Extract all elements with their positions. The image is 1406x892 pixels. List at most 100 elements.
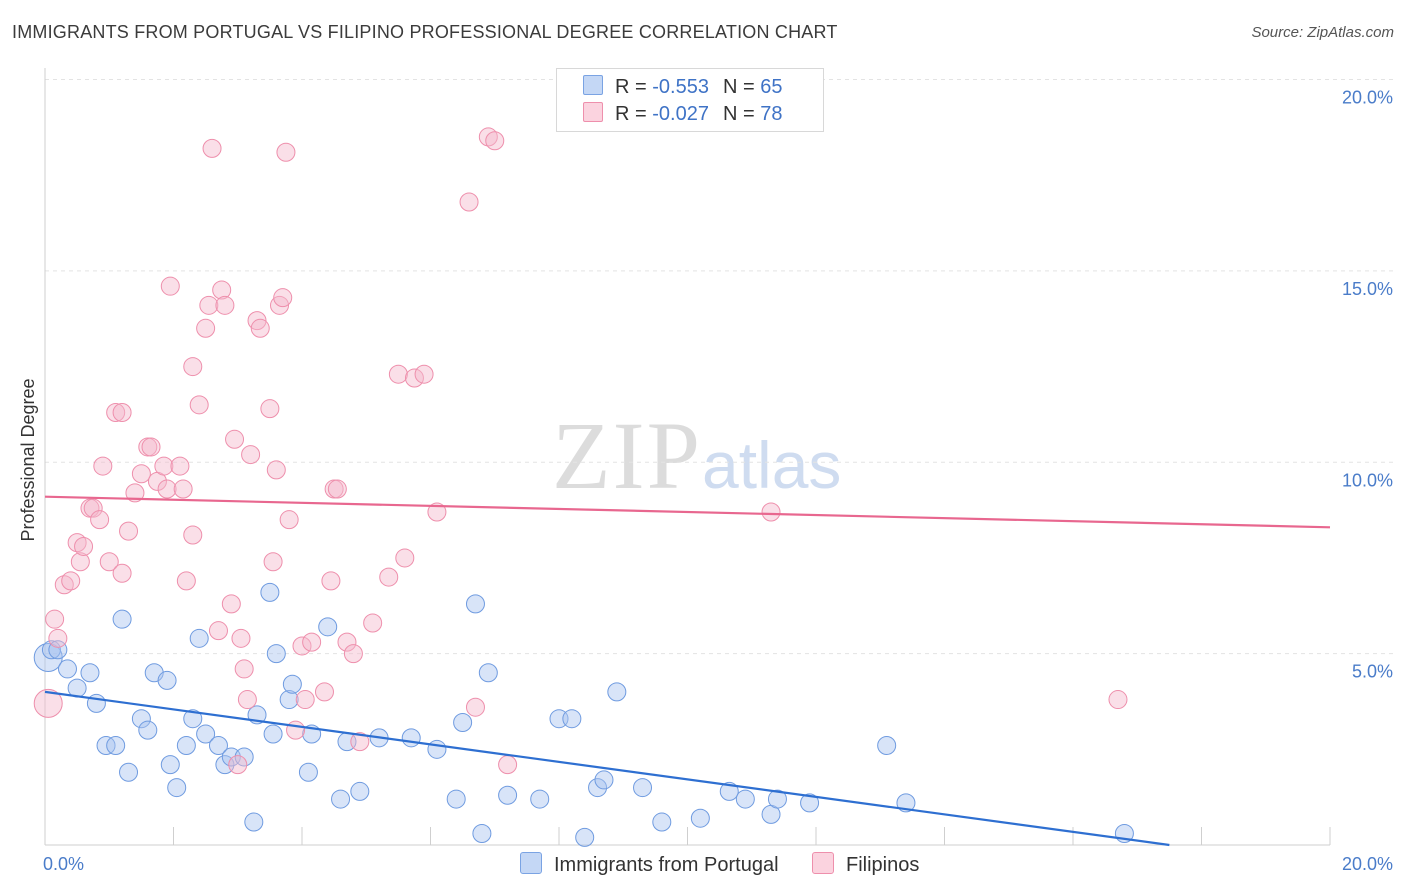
- portugal-point: [767, 789, 787, 809]
- filipino-point: [48, 628, 68, 648]
- legend-n-label: N =: [722, 103, 761, 125]
- filipino-point: [363, 613, 383, 633]
- filipino-point: [70, 552, 90, 572]
- filipino-point: [90, 510, 110, 530]
- portugal-point: [562, 709, 582, 729]
- filipino-point: [260, 399, 280, 419]
- filipino-point: [388, 364, 408, 384]
- filipino-point: [112, 563, 132, 583]
- portugal-point: [176, 735, 196, 755]
- portugal-point: [266, 644, 286, 664]
- portugal-point: [138, 720, 158, 740]
- filipino-point: [131, 464, 151, 484]
- filipino-point: [485, 131, 505, 151]
- filipino-point: [379, 567, 399, 587]
- legend-label-portugal: Immigrants from Portugal: [554, 854, 779, 876]
- filipino-point: [395, 548, 415, 568]
- filipino-point: [237, 690, 257, 710]
- filipino-point: [225, 429, 245, 449]
- legend-swatch-portugal: [583, 75, 603, 95]
- filipino-point: [112, 402, 132, 422]
- filipino-point: [459, 192, 479, 212]
- portugal-point: [446, 789, 466, 809]
- y-tick-label: 20.0%: [1342, 88, 1393, 108]
- filipino-point: [160, 276, 180, 296]
- filipino-point: [61, 571, 81, 591]
- legend-swatch-filipinos: [812, 852, 834, 874]
- filipino-point: [247, 311, 267, 331]
- portugal-point: [575, 827, 595, 847]
- filipino-point: [202, 138, 222, 158]
- filipino-point: [231, 628, 251, 648]
- x-tick-label: 0.0%: [43, 854, 84, 874]
- portugal-point: [106, 735, 126, 755]
- legend-r-label: R =: [615, 103, 653, 125]
- portugal-trend-line: [44, 690, 1170, 847]
- portugal-point: [453, 713, 473, 733]
- portugal-point: [877, 735, 897, 755]
- filipino-point: [157, 479, 177, 499]
- portugal-point: [244, 812, 264, 832]
- filipino-point: [295, 690, 315, 710]
- portugal-point: [498, 785, 518, 805]
- portugal-point: [80, 663, 100, 683]
- filipino-point: [125, 483, 145, 503]
- portugal-point: [208, 735, 228, 755]
- portugal-point: [800, 793, 820, 813]
- filipino-trend-line: [44, 495, 1331, 529]
- y-tick-label: 10.0%: [1342, 470, 1393, 490]
- filipino-point: [45, 609, 65, 629]
- portugal-point: [263, 724, 283, 744]
- portugal-point: [896, 793, 916, 813]
- legend-row-portugal: R = -0.553 N = 65: [583, 75, 782, 99]
- filipino-point: [215, 295, 235, 315]
- filipino-point: [196, 318, 216, 338]
- y-axis-title: Professional Degree: [18, 378, 38, 541]
- filipino-point: [327, 479, 347, 499]
- portugal-point: [652, 812, 672, 832]
- filipino-point: [350, 732, 370, 752]
- portugal-point: [260, 582, 280, 602]
- filipino-point: [427, 502, 447, 522]
- filipino-point: [176, 571, 196, 591]
- legend-item-portugal[interactable]: Immigrants from Portugal: [520, 852, 779, 877]
- filipino-point: [221, 594, 241, 614]
- filipino-point: [314, 682, 334, 702]
- portugal-point: [160, 755, 180, 775]
- legend-r-value: -0.027: [652, 103, 709, 125]
- portugal-point: [607, 682, 627, 702]
- portugal-point: [401, 728, 421, 748]
- filipino-point: [343, 644, 363, 664]
- filipino-point: [189, 395, 209, 415]
- filipino-point: [173, 479, 193, 499]
- portugal-point: [427, 739, 447, 759]
- portugal-point: [48, 640, 68, 660]
- filipino-point: [270, 295, 290, 315]
- portugal-point: [530, 789, 550, 809]
- portugal-point: [282, 674, 302, 694]
- portugal-point: [594, 770, 614, 790]
- filipino-point: [141, 437, 161, 457]
- legend-item-filipinos[interactable]: Filipinos: [812, 852, 919, 877]
- filipino-point: [106, 402, 126, 422]
- filipino-point: [93, 456, 113, 476]
- filipino-point: [170, 456, 190, 476]
- y-tick-label: 5.0%: [1352, 662, 1393, 682]
- chart-title: IMMIGRANTS FROM PORTUGAL VS FILIPINO PRO…: [12, 22, 838, 42]
- legend-n-label: N =: [722, 76, 761, 98]
- filipino-point: [337, 632, 357, 652]
- legend-swatch-filipinos: [583, 102, 603, 122]
- filipino-point: [414, 364, 434, 384]
- series-legend: Immigrants from Portugal Filipinos: [0, 852, 1406, 878]
- filipino-point: [279, 510, 299, 530]
- portugal-point: [690, 808, 710, 828]
- legend-r-label: R =: [615, 76, 653, 98]
- portugal-point: [588, 778, 608, 798]
- filipino-point: [286, 720, 306, 740]
- watermark-zip: ZIP: [552, 402, 702, 509]
- filipino-point: [154, 456, 174, 476]
- filipino-point: [183, 525, 203, 545]
- portugal-point: [234, 747, 254, 767]
- portugal-point: [633, 778, 653, 798]
